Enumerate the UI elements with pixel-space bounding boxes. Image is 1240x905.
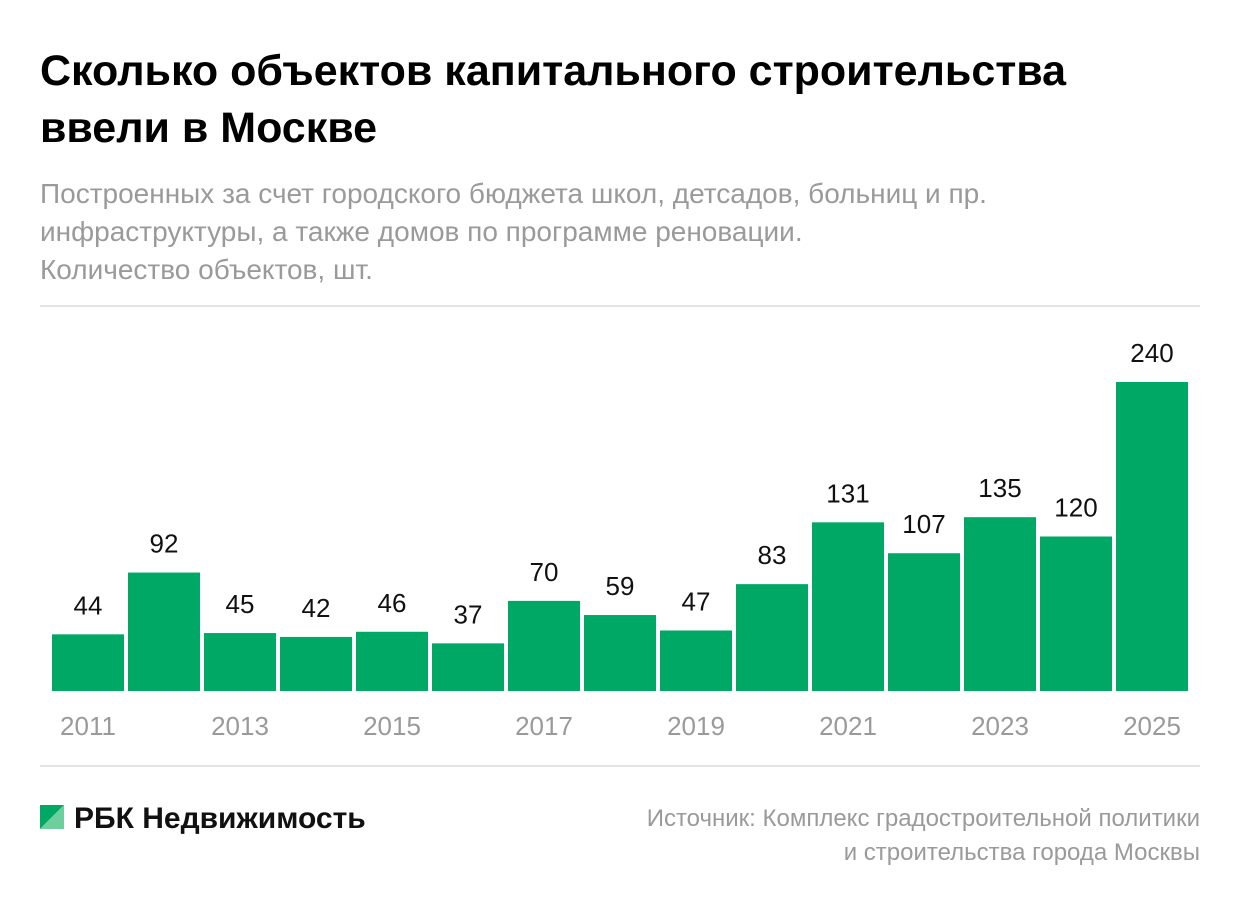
bar	[280, 636, 352, 691]
value-label: 83	[758, 540, 787, 570]
bar	[432, 643, 504, 691]
bar	[736, 584, 808, 691]
bar	[888, 553, 960, 691]
bar	[584, 615, 656, 691]
value-label: 120	[1054, 493, 1097, 523]
value-label: 46	[378, 588, 407, 618]
bar	[812, 522, 884, 691]
chart-title: Сколько объектов капитального строительс…	[40, 47, 1067, 95]
chart-title: ввели в Москве	[40, 104, 377, 152]
bar	[52, 634, 124, 691]
x-tick-label: 2023	[971, 711, 1029, 741]
source-note: Источник: Комплекс градостроительной пол…	[647, 805, 1200, 832]
value-label: 44	[74, 590, 103, 620]
value-label: 45	[226, 589, 255, 619]
bar	[1040, 536, 1112, 691]
bar	[660, 630, 732, 691]
value-label: 70	[530, 557, 559, 587]
value-label: 92	[150, 529, 179, 559]
x-tick-label: 2017	[515, 711, 573, 741]
bar	[964, 517, 1036, 691]
chart-subtitle: инфраструктуры, а также домов по програм…	[40, 216, 803, 247]
x-tick-label: 2025	[1123, 711, 1181, 741]
x-tick-label: 2019	[667, 711, 725, 741]
bar	[204, 633, 276, 691]
x-tick-label: 2011	[60, 711, 116, 741]
value-label: 47	[682, 586, 711, 616]
value-label: 240	[1130, 338, 1173, 368]
value-label: 135	[978, 473, 1021, 503]
value-label: 42	[302, 593, 331, 623]
value-label: 59	[606, 571, 635, 601]
x-tick-label: 2015	[363, 711, 421, 741]
x-tick-label: 2021	[819, 711, 877, 741]
chart-subtitle: Количество объектов, шт.	[40, 254, 373, 285]
value-label: 107	[902, 509, 945, 539]
bar	[1116, 382, 1188, 691]
bar	[128, 572, 200, 691]
value-label: 37	[454, 599, 483, 629]
brand-logo	[40, 805, 64, 829]
chart-subtitle: Построенных за счет городского бюджета ш…	[40, 178, 987, 209]
value-label: 131	[826, 478, 869, 508]
x-tick-label: 2013	[211, 711, 269, 741]
bar	[508, 600, 580, 691]
source-note: и строительства города Москвы	[844, 839, 1200, 866]
bar	[356, 631, 428, 691]
brand-name: РБК Недвижимость	[74, 802, 366, 835]
